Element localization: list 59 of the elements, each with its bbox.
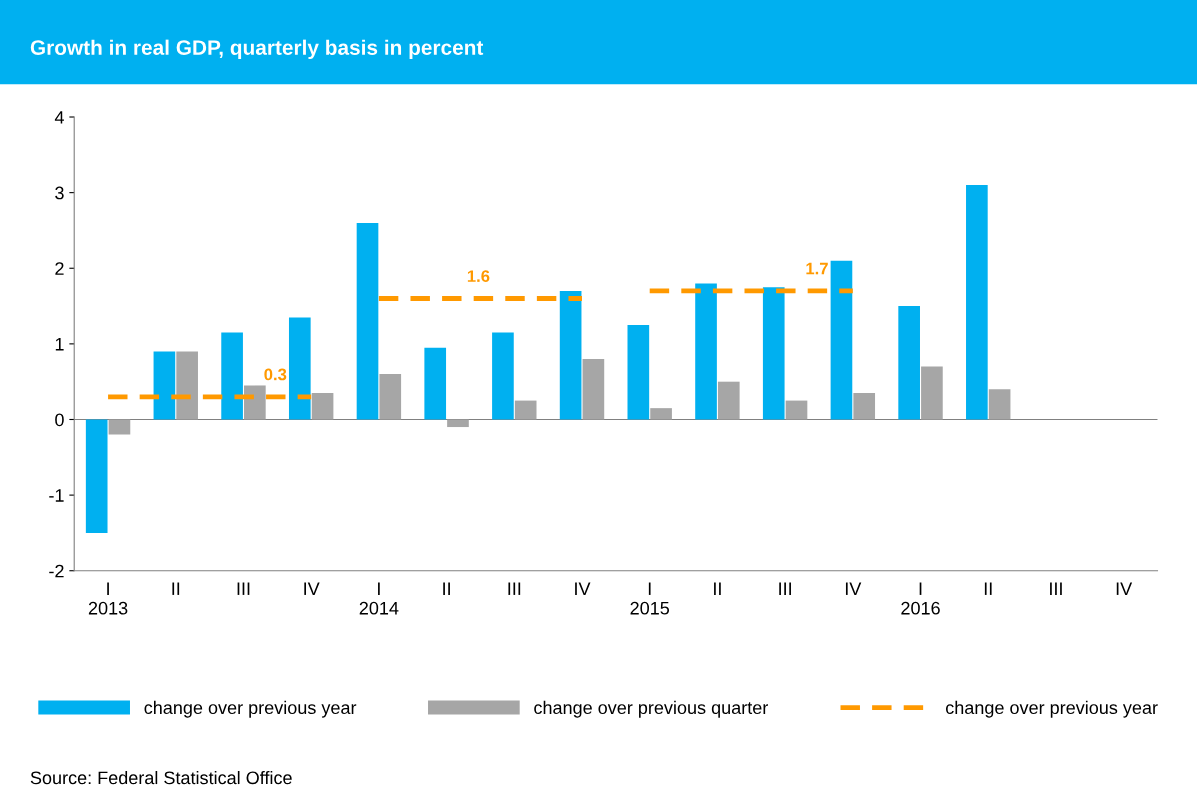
- bar: [356, 222, 379, 420]
- y-tick-label: 1: [55, 337, 64, 351]
- x-tick-label: II: [714, 582, 721, 595]
- bar: [559, 290, 582, 420]
- bar: [492, 332, 514, 420]
- x-tick-label: III: [779, 582, 791, 595]
- legend-label: change over previous quarter: [534, 700, 768, 718]
- bar: [785, 400, 808, 420]
- x-tick-label: IV: [1116, 582, 1133, 595]
- bar: [762, 287, 785, 420]
- x-tick-label: I 2013: [88, 582, 128, 615]
- x-tick-label: III: [1050, 582, 1062, 595]
- bar: [988, 389, 1011, 420]
- source-note: Source: Federal Statistical Office: [30, 770, 292, 785]
- y-tick-label: 2: [55, 262, 64, 275]
- data-label: 1.6: [467, 270, 490, 283]
- bar: [830, 260, 853, 420]
- bar: [153, 351, 176, 420]
- y-tick-label: 3: [55, 186, 64, 200]
- bar: [853, 393, 876, 420]
- legend-label: change over previous year: [945, 700, 1158, 718]
- bar: [176, 351, 198, 420]
- bar: [108, 419, 131, 435]
- x-tick-label: II: [984, 582, 992, 595]
- bar: [582, 359, 605, 420]
- data-label: 1.7: [806, 262, 828, 275]
- bar: [85, 419, 108, 533]
- x-tick-label: II: [172, 582, 180, 595]
- chart-title: Growth in real GDP, quarterly basis in percent: [30, 39, 484, 60]
- bar: [447, 419, 469, 428]
- x-tick-label: IV: [304, 582, 320, 595]
- bar: [717, 381, 740, 420]
- legend-label: change over previous year: [144, 700, 357, 718]
- bar: [221, 332, 243, 420]
- bar: [695, 283, 717, 420]
- data-label: 0.3: [264, 368, 287, 381]
- y-tick-label: 4: [54, 111, 64, 124]
- bar: [966, 185, 988, 420]
- x-tick-label: III: [508, 582, 521, 595]
- bar: [650, 408, 672, 420]
- x-tick-label: III: [237, 582, 250, 595]
- y-tick-label: 0: [55, 413, 64, 427]
- bar: [311, 393, 334, 420]
- bar: [244, 385, 266, 420]
- x-tick-label: I 2016: [901, 582, 940, 615]
- x-tick-label: II: [443, 582, 450, 595]
- bar: [514, 400, 537, 420]
- x-tick-label: IV: [845, 582, 862, 595]
- bar: [921, 366, 943, 420]
- bar: [424, 347, 447, 420]
- y-tick-label: -1: [49, 489, 64, 502]
- y-tick-label: -2: [49, 564, 64, 578]
- bar: [627, 324, 650, 420]
- x-tick-label: IV: [575, 582, 591, 595]
- bar: [898, 306, 920, 420]
- bar: [379, 374, 402, 420]
- x-tick-label: I 2015: [630, 582, 670, 615]
- x-tick-label: I 2014: [359, 582, 399, 615]
- bar: [288, 317, 311, 420]
